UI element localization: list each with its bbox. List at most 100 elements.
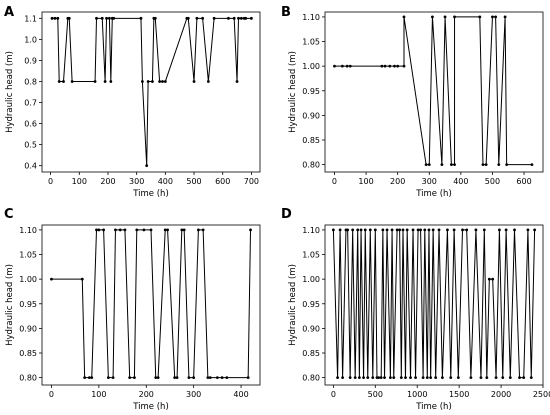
x-tick-label: 100: [358, 177, 373, 186]
data-point: [429, 376, 433, 380]
y-axis-label: Hydraulic head (m): [288, 264, 298, 346]
data-point: [501, 376, 505, 380]
y-tick-label: 0.95: [302, 300, 320, 309]
data-point: [151, 80, 154, 83]
data-point: [345, 64, 349, 68]
x-tick-label: 200: [100, 177, 115, 186]
x-tick-label: 200: [390, 177, 405, 186]
y-tick-label: 0.90: [302, 324, 320, 333]
data-point: [481, 163, 485, 167]
data-point: [166, 228, 169, 232]
data-point: [379, 376, 383, 380]
x-tick-label: 700: [244, 177, 259, 186]
data-point: [396, 64, 400, 68]
series-line: [51, 229, 252, 379]
plot-frame: [41, 224, 261, 386]
y-tick-label: 1.10: [302, 226, 320, 235]
data-point: [237, 16, 240, 20]
data-point: [383, 64, 387, 68]
data-point: [112, 16, 116, 20]
data-point: [423, 228, 427, 232]
data-point: [67, 16, 71, 20]
x-tick-label: 400: [233, 390, 248, 399]
data-point: [381, 228, 385, 232]
plot-frame: [324, 224, 544, 386]
data-point: [53, 16, 57, 20]
panel-c: C 0 100 200 300 400 0.80 0.85 0.90 0.95 1.00 1.05 1.…: [4, 207, 261, 412]
data-point: [133, 376, 136, 380]
y-tick-label: 0.85: [302, 349, 320, 358]
data-point: [478, 15, 482, 19]
data-point: [220, 376, 224, 380]
data-point: [404, 376, 407, 380]
data-point: [206, 80, 210, 83]
x-axis-label: Time (h): [415, 189, 452, 199]
data-point: [102, 228, 106, 232]
data-point: [180, 228, 184, 232]
data-point: [505, 163, 509, 167]
y-tick-label: 0.80: [302, 374, 320, 383]
data-point: [411, 228, 415, 232]
data-point: [140, 80, 144, 83]
data-point: [427, 163, 431, 167]
x-tick-label: 400: [453, 177, 468, 186]
data-point: [331, 228, 335, 232]
data-point: [503, 15, 507, 19]
data-point: [351, 228, 355, 232]
data-point: [154, 376, 158, 380]
y-axis-label: Hydraulic head (m): [5, 51, 15, 133]
data-point: [128, 376, 132, 380]
data-point: [487, 277, 491, 281]
data-point: [139, 16, 143, 20]
plot-frame: [324, 11, 544, 173]
data-point: [402, 15, 406, 19]
data-point: [497, 163, 501, 167]
data-point: [405, 228, 409, 232]
data-point: [208, 376, 212, 380]
y-tick-label: 1.10: [19, 226, 37, 235]
data-point: [173, 376, 177, 380]
data-point: [398, 228, 402, 232]
data-point: [371, 376, 375, 380]
data-point: [333, 64, 336, 68]
x-axis-label: Time (h): [132, 402, 169, 412]
x-tick-label: 100: [91, 390, 106, 399]
data-point: [363, 228, 367, 232]
x-tick-label: 300: [129, 177, 144, 186]
x-tick-label: 0: [48, 177, 53, 186]
data-point: [513, 228, 516, 232]
data-point: [196, 228, 200, 232]
x-tick-label: 400: [158, 177, 173, 186]
data-point: [146, 80, 150, 83]
y-tick-label: 0.7: [24, 99, 37, 108]
data-point: [452, 228, 456, 232]
data-point: [156, 376, 160, 380]
plot-frame: [41, 11, 261, 173]
panel-letter: B: [281, 5, 291, 20]
data-point: [434, 376, 438, 380]
data-point: [50, 277, 53, 281]
panel-a: A 0 100 200 300 400 500 600 700 0.4 0.5 0.6 0.7 0.8 0.…: [4, 5, 261, 199]
data-point: [118, 228, 122, 232]
y-tick-label: 1.00: [302, 275, 320, 284]
data-point: [474, 228, 478, 232]
data-point: [526, 228, 530, 232]
data-point: [105, 16, 108, 20]
data-point: [385, 228, 389, 232]
y-tick-label: 1.10: [302, 13, 320, 22]
data-point: [395, 228, 399, 232]
data-point: [482, 228, 486, 232]
data-point: [357, 376, 361, 380]
data-point: [206, 376, 210, 380]
data-point: [440, 376, 444, 380]
data-point: [145, 164, 149, 168]
data-point: [100, 16, 104, 20]
data-point: [504, 228, 508, 232]
data-point: [215, 376, 219, 380]
data-point: [443, 15, 447, 19]
data-point: [142, 228, 146, 232]
data-point: [187, 376, 191, 380]
data-point: [508, 376, 512, 380]
